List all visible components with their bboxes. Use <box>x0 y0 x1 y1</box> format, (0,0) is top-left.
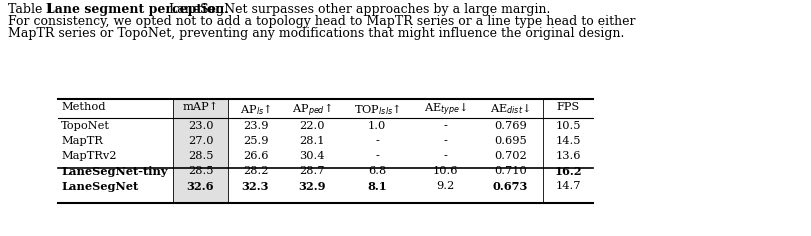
Text: 25.9: 25.9 <box>242 136 268 146</box>
Text: 30.4: 30.4 <box>299 151 324 161</box>
Text: 9.2: 9.2 <box>436 181 454 191</box>
Text: $\mathregular{AP}_{ls}$↑: $\mathregular{AP}_{ls}$↑ <box>239 102 271 117</box>
Text: 10.6: 10.6 <box>432 166 457 176</box>
Text: Method: Method <box>61 102 105 112</box>
Text: $\mathregular{AP}_{ped}$↑: $\mathregular{AP}_{ped}$↑ <box>291 102 332 119</box>
Text: LaneSegNet: LaneSegNet <box>61 181 138 192</box>
Bar <box>173 99 228 203</box>
Text: LaneSegNet-tiny: LaneSegNet-tiny <box>61 166 167 177</box>
Text: 0.673: 0.673 <box>492 181 527 192</box>
Text: 22.0: 22.0 <box>299 121 324 131</box>
Text: 28.7: 28.7 <box>299 166 324 176</box>
Text: Table 1:: Table 1: <box>8 3 62 16</box>
Text: $\mathregular{AE}_{dist}$↓: $\mathregular{AE}_{dist}$↓ <box>490 102 530 116</box>
Text: 28.2: 28.2 <box>242 166 268 176</box>
Text: LaneSegNet surpasses other approaches by a large margin.: LaneSegNet surpasses other approaches by… <box>161 3 550 16</box>
Text: -: - <box>375 151 379 161</box>
Text: 32.6: 32.6 <box>187 181 214 192</box>
Text: 32.3: 32.3 <box>242 181 269 192</box>
Text: 28.5: 28.5 <box>187 166 213 176</box>
Text: 0.769: 0.769 <box>494 121 526 131</box>
Text: 0.695: 0.695 <box>494 136 526 146</box>
Text: 10.5: 10.5 <box>555 121 580 131</box>
Text: 1.0: 1.0 <box>367 121 386 131</box>
Text: -: - <box>443 121 447 131</box>
Text: 0.710: 0.710 <box>494 166 526 176</box>
Text: 14.5: 14.5 <box>555 136 580 146</box>
Text: 0.702: 0.702 <box>494 151 526 161</box>
Text: 14.7: 14.7 <box>555 181 580 191</box>
Text: FPS: FPS <box>556 102 579 112</box>
Text: MapTR: MapTR <box>61 136 103 146</box>
Text: 23.9: 23.9 <box>242 121 268 131</box>
Text: 32.9: 32.9 <box>298 181 325 192</box>
Text: Lane segment perception.: Lane segment perception. <box>46 3 229 16</box>
Text: 23.0: 23.0 <box>187 121 213 131</box>
Text: -: - <box>443 136 447 146</box>
Text: mAP↑: mAP↑ <box>182 102 218 112</box>
Text: MapTRv2: MapTRv2 <box>61 151 116 161</box>
Text: $\mathregular{TOP}_{lsls}$↑: $\mathregular{TOP}_{lsls}$↑ <box>353 102 400 117</box>
Text: 28.5: 28.5 <box>187 151 213 161</box>
Text: TopoNet: TopoNet <box>61 121 109 131</box>
Text: 13.6: 13.6 <box>555 151 580 161</box>
Text: -: - <box>443 151 447 161</box>
Text: 27.0: 27.0 <box>187 136 213 146</box>
Text: 8.1: 8.1 <box>367 181 386 192</box>
Text: MapTR series or TopoNet, preventing any modifications that might influence the o: MapTR series or TopoNet, preventing any … <box>8 27 624 40</box>
Text: 6.8: 6.8 <box>367 166 386 176</box>
Text: 28.1: 28.1 <box>299 136 324 146</box>
Text: $\mathregular{AE}_{type}$↓: $\mathregular{AE}_{type}$↓ <box>423 102 467 118</box>
Text: 26.6: 26.6 <box>242 151 268 161</box>
Text: For consistency, we opted not to add a topology head to MapTR series or a line t: For consistency, we opted not to add a t… <box>8 15 635 28</box>
Text: -: - <box>375 136 379 146</box>
Text: 16.2: 16.2 <box>553 166 581 177</box>
